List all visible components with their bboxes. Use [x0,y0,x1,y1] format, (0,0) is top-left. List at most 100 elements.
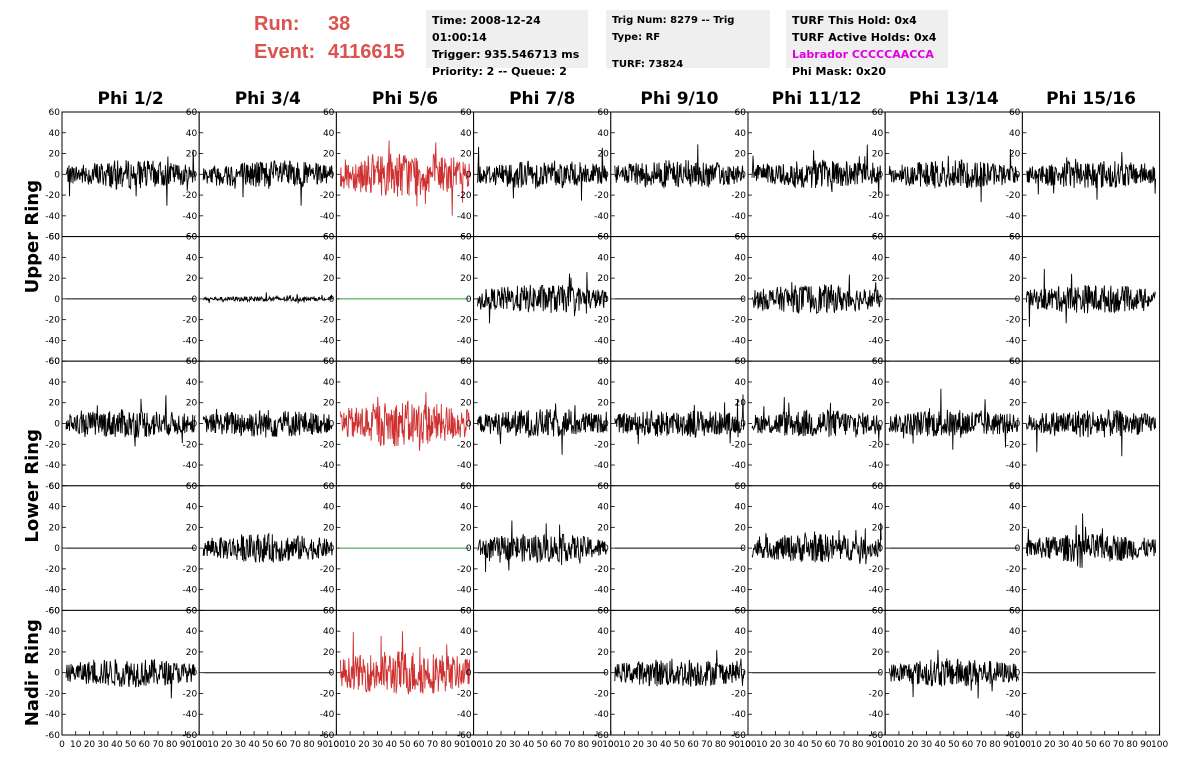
y-tick-label: -40 [868,336,883,346]
waveform-trace [1025,409,1157,457]
waveform-trace [614,650,745,687]
y-tick-label: 0 [877,420,883,430]
waveform-trace [477,146,608,201]
y-tick-label: -20 [182,689,197,699]
y-tick-label: 0 [603,170,609,180]
y-tick-label: 40 [1009,253,1021,263]
y-tick-label: 20 [460,274,472,284]
y-tick-label: -20 [594,316,609,326]
trig-num-text: Trig Num: 8279 -- Trig Type: RF [612,15,735,43]
x-tick-label: 100 [191,740,208,750]
y-tick-label: -40 [320,586,335,596]
x-tick-label: 30 [509,740,521,750]
y-tick-label: -20 [182,316,197,326]
y-tick-label: -20 [731,316,746,326]
y-tick-label: 60 [872,108,884,118]
y-tick-label: 40 [1009,503,1021,513]
y-tick-label: 0 [740,420,746,430]
time-text: Time: 2008-12-24 01:00:14 [432,14,541,44]
x-tick-label: 0 [1020,740,1026,750]
y-tick-label: -40 [320,710,335,720]
y-tick-label: -20 [1006,440,1021,450]
y-tick-label: 60 [872,606,884,616]
y-tick-label: 40 [323,378,335,388]
column-header: Phi 13/14 [909,89,999,109]
y-tick-label: -40 [182,586,197,596]
y-tick-label: -40 [868,212,883,222]
y-tick-label: -20 [45,565,60,575]
y-tick-label: 20 [1009,399,1021,409]
x-tick-label: 70 [701,740,713,750]
x-tick-label: 0 [471,740,477,750]
y-tick-label: 40 [597,253,609,263]
y-tick-label: -20 [868,316,883,326]
y-tick-label: 60 [49,606,61,616]
y-tick-label: 20 [186,274,198,284]
y-tick-label: -20 [731,191,746,201]
y-tick-label: 20 [1009,523,1021,533]
waveform-trace [202,408,333,438]
y-tick-label: -60 [457,731,472,741]
y-tick-label: 60 [597,233,609,243]
y-tick-label: 40 [597,378,609,388]
x-tick-label: 0 [334,740,340,750]
y-tick-label: -40 [320,212,335,222]
x-tick-label: 50 [811,740,823,750]
x-tick-label: 50 [125,740,137,750]
x-tick-label: 100 [877,740,894,750]
y-tick-label: -60 [45,606,60,616]
y-tick-label: 40 [735,253,747,263]
x-tick-label: 30 [921,740,933,750]
waveform-trace [203,292,333,304]
y-tick-label: 20 [1009,274,1021,284]
ring-label: Upper Ring [22,180,43,293]
x-tick-label: 0 [608,740,614,750]
column-header: Phi 1/2 [98,89,164,109]
priority-text: Priority: 2 -- Queue: 2 [432,65,567,78]
y-tick-label: -20 [1006,316,1021,326]
x-tick-label: 70 [976,740,988,750]
y-tick-label: 0 [603,544,609,554]
y-tick-label: 20 [735,523,747,533]
y-tick-label: 40 [460,378,472,388]
y-tick-label: 60 [460,357,472,367]
y-tick-label: -40 [45,212,60,222]
x-tick-label: 90 [317,740,329,750]
column-header: Phi 11/12 [772,89,862,109]
y-tick-label: -40 [1006,212,1021,222]
y-tick-label: 0 [740,295,746,305]
y-tick-label: 40 [1009,627,1021,637]
x-tick-label: 100 [1151,740,1168,750]
x-tick-label: 80 [578,740,590,750]
y-tick-label: -40 [868,710,883,720]
x-tick-label: 40 [386,740,398,750]
waveform-trace [614,144,745,189]
y-tick-label: 20 [186,648,198,658]
x-tick-label: 90 [180,740,192,750]
y-tick-label: 60 [597,606,609,616]
waveform-panel [747,360,886,487]
waveform-panel [335,609,475,736]
x-tick-label: 80 [852,740,864,750]
y-tick-label: 20 [323,150,335,160]
x-tick-label: 40 [660,740,672,750]
ring-label: Nadir Ring [22,619,43,726]
x-tick-label: 60 [962,740,974,750]
x-tick-label: 70 [152,740,164,750]
y-tick-label: -40 [457,336,472,346]
x-tick-label: 0 [745,740,751,750]
waveform-trace [202,532,333,563]
y-tick-label: 40 [735,378,747,388]
x-tick-label: 20 [907,740,919,750]
turf-this-hold-text: TURF This Hold: 0x4 [792,14,917,27]
y-tick-label: -20 [457,191,472,201]
y-tick-label: -40 [457,212,472,222]
x-tick-label: 10 [893,740,905,750]
x-tick-label: 10 [1030,740,1042,750]
y-tick-label: 20 [872,150,884,160]
y-tick-label: 20 [1009,150,1021,160]
y-tick-label: 40 [186,378,198,388]
y-tick-label: -20 [45,191,60,201]
x-tick-label: 10 [207,740,219,750]
y-tick-label: -20 [1006,689,1021,699]
